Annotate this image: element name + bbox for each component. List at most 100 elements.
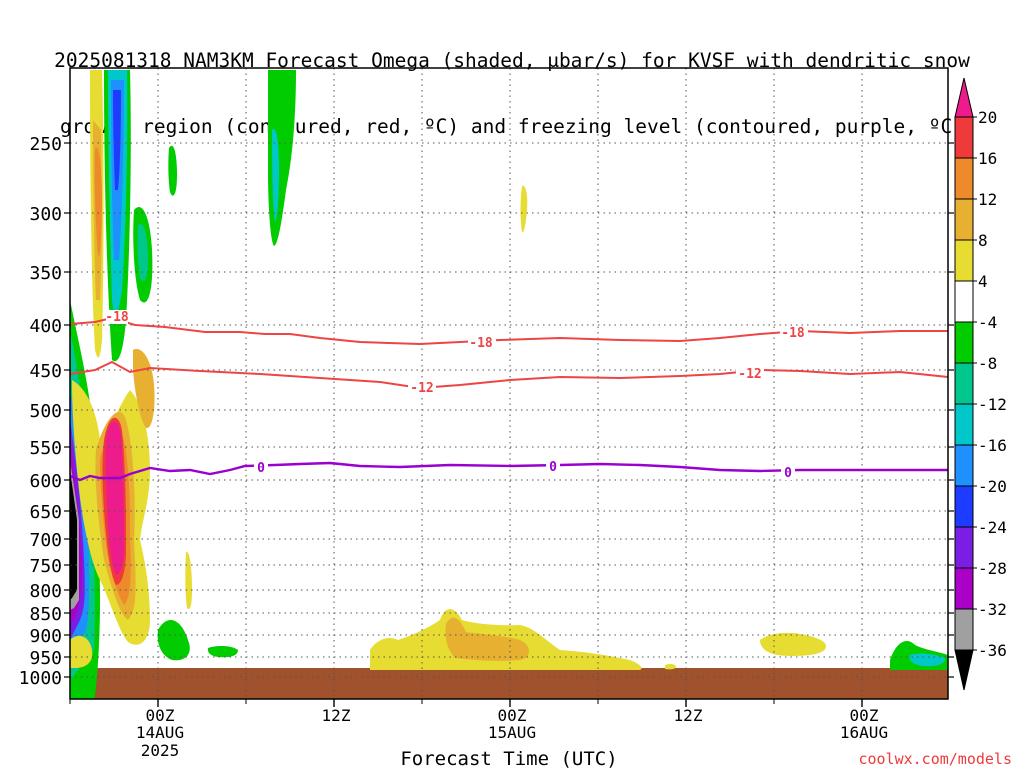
- plot-frame: [69, 67, 949, 700]
- x-tick-sublabel: 2025: [141, 741, 180, 760]
- omega-region-column-darkblue: [113, 90, 121, 190]
- colorbar-segment: [954, 444, 974, 487]
- terrain-block: [70, 668, 948, 699]
- y-tick-label: 750: [29, 556, 62, 577]
- svg-text:0: 0: [257, 461, 265, 476]
- colorbar-label: 4: [978, 272, 988, 291]
- omega-region-lowlevel-green-2: [207, 645, 238, 658]
- svg-text:-18: -18: [469, 336, 493, 351]
- x-axis-title: Forecast Time (UTC): [400, 748, 617, 768]
- y-axis: 2503003504004505005506006507007508008509…: [19, 134, 954, 689]
- y-tick-label: 350: [29, 263, 62, 284]
- y-tick-label: 550: [29, 438, 62, 459]
- y-tick-label: 250: [29, 134, 62, 155]
- omega-shaded-field: [70, 70, 948, 699]
- omega-region-lowlevel-yellow-18z: [760, 632, 826, 656]
- y-tick-label: 400: [29, 316, 62, 337]
- x-tick-label: 00Z: [498, 706, 527, 725]
- omega-region-lowlevel-yellow-small: [665, 663, 676, 670]
- y-tick-label: 700: [29, 530, 62, 551]
- chart-grid: [70, 68, 948, 699]
- x-tick-label: 00Z: [146, 706, 175, 725]
- colorbar-segment: [954, 608, 974, 651]
- omega-region-yellow-tail-06z: [185, 551, 192, 610]
- svg-text:-18: -18: [105, 310, 129, 325]
- colorbar-segment: [954, 116, 974, 159]
- colorbar-label: -20: [978, 477, 1007, 496]
- y-tick-label: 1000: [19, 668, 62, 689]
- contour-label-minus12-a: -12: [408, 381, 436, 396]
- colorbar-label: -32: [978, 600, 1007, 619]
- x-tick-label: 12Z: [674, 706, 703, 725]
- colorbar-label: -8: [978, 354, 997, 373]
- contour-line-minus12: [69, 360, 949, 390]
- svg-text:-18: -18: [781, 326, 805, 341]
- colorbar-segment: [954, 485, 974, 528]
- y-tick-label: 300: [29, 204, 62, 225]
- credit-text: coolwx.com/models: [858, 750, 1012, 768]
- svg-text:-12: -12: [738, 367, 761, 382]
- x-tick-label: 12Z: [322, 706, 351, 725]
- contour-label-minus12-b: -12: [736, 367, 764, 382]
- colorbar-segment: [954, 157, 974, 200]
- contour-line-minus18: [69, 316, 948, 346]
- colorbar-label: -12: [978, 395, 1007, 414]
- omega-region-teal-tall-12z: [272, 129, 279, 222]
- colorbar-label: -36: [978, 641, 1007, 660]
- colorbar-bottom-arrow: [954, 649, 974, 691]
- colorbar-label: -28: [978, 559, 1007, 578]
- colorbar-segment: [954, 567, 974, 610]
- contour-label-freezing-b: 0: [546, 460, 560, 475]
- omega-region-green-blob-2: [168, 145, 177, 196]
- omega-region-left-black: [70, 470, 77, 600]
- x-tick-sublabel: 16AUG: [840, 723, 888, 742]
- omega-region-lowlevel-gold-band: [445, 617, 529, 661]
- svg-text:-12: -12: [410, 381, 433, 396]
- y-tick-label: 850: [29, 604, 62, 625]
- contour-label-minus18-b: -18: [468, 336, 496, 351]
- svg-text:0: 0: [784, 466, 792, 481]
- x-tick-label: 00Z: [850, 706, 879, 725]
- temperature-contours: -18 -18 -18 -12 -12 0 0 0: [69, 310, 949, 482]
- colorbar-segment: [954, 280, 974, 323]
- colorbar-segment: [954, 198, 974, 241]
- y-tick-label: 900: [29, 626, 62, 647]
- colorbar-label: -4: [978, 313, 997, 332]
- colorbar-label: -24: [978, 518, 1007, 537]
- y-tick-label: 650: [29, 502, 62, 523]
- omega-region-plume-pink: [105, 421, 124, 575]
- omega-region-upper-orange: [94, 147, 102, 256]
- colorbar: 20 16 12 8 4 -4 -8 -12 -16 -20 -24 -28 -32 -36: [954, 77, 1007, 691]
- contour-line-freezing: [69, 461, 948, 482]
- contour-label-freezing-a: 0: [254, 461, 268, 476]
- omega-region-yellow-spot-300: [520, 185, 528, 233]
- colorbar-segment: [954, 239, 974, 282]
- contour-label-freezing-c: 0: [781, 466, 795, 481]
- title-line-1: 2025081318 NAM3KM Forecast Omega (shaded…: [54, 49, 970, 72]
- y-tick-label: 450: [29, 361, 62, 382]
- colorbar-segment: [954, 362, 974, 405]
- colorbar-label: 8: [978, 231, 988, 250]
- colorbar-label: -16: [978, 436, 1007, 455]
- y-tick-label: 950: [29, 648, 62, 669]
- colorbar-segment: [954, 403, 974, 446]
- omega-region-lowlevel-yellow-left: [70, 635, 93, 668]
- y-tick-label: 600: [29, 471, 62, 492]
- colorbar-label: 16: [978, 149, 997, 168]
- colorbar-label: 20: [978, 108, 997, 127]
- colorbar-segment: [954, 526, 974, 569]
- colorbar-segment: [954, 321, 974, 364]
- colorbar-label: 12: [978, 190, 997, 209]
- omega-region-green-blob-1-teal: [137, 224, 148, 281]
- y-tick-label: 500: [29, 401, 62, 422]
- colorbar-top-arrow: [954, 77, 974, 118]
- x-tick-sublabel: 15AUG: [488, 723, 536, 742]
- omega-region-lowlevel-green-1: [157, 619, 190, 661]
- y-tick-label: 800: [29, 581, 62, 602]
- x-tick-sublabel: 14AUG: [136, 723, 184, 742]
- contour-label-minus18-a: -18: [105, 310, 129, 325]
- contour-label-minus18-c: -18: [780, 326, 808, 341]
- svg-text:0: 0: [549, 460, 557, 475]
